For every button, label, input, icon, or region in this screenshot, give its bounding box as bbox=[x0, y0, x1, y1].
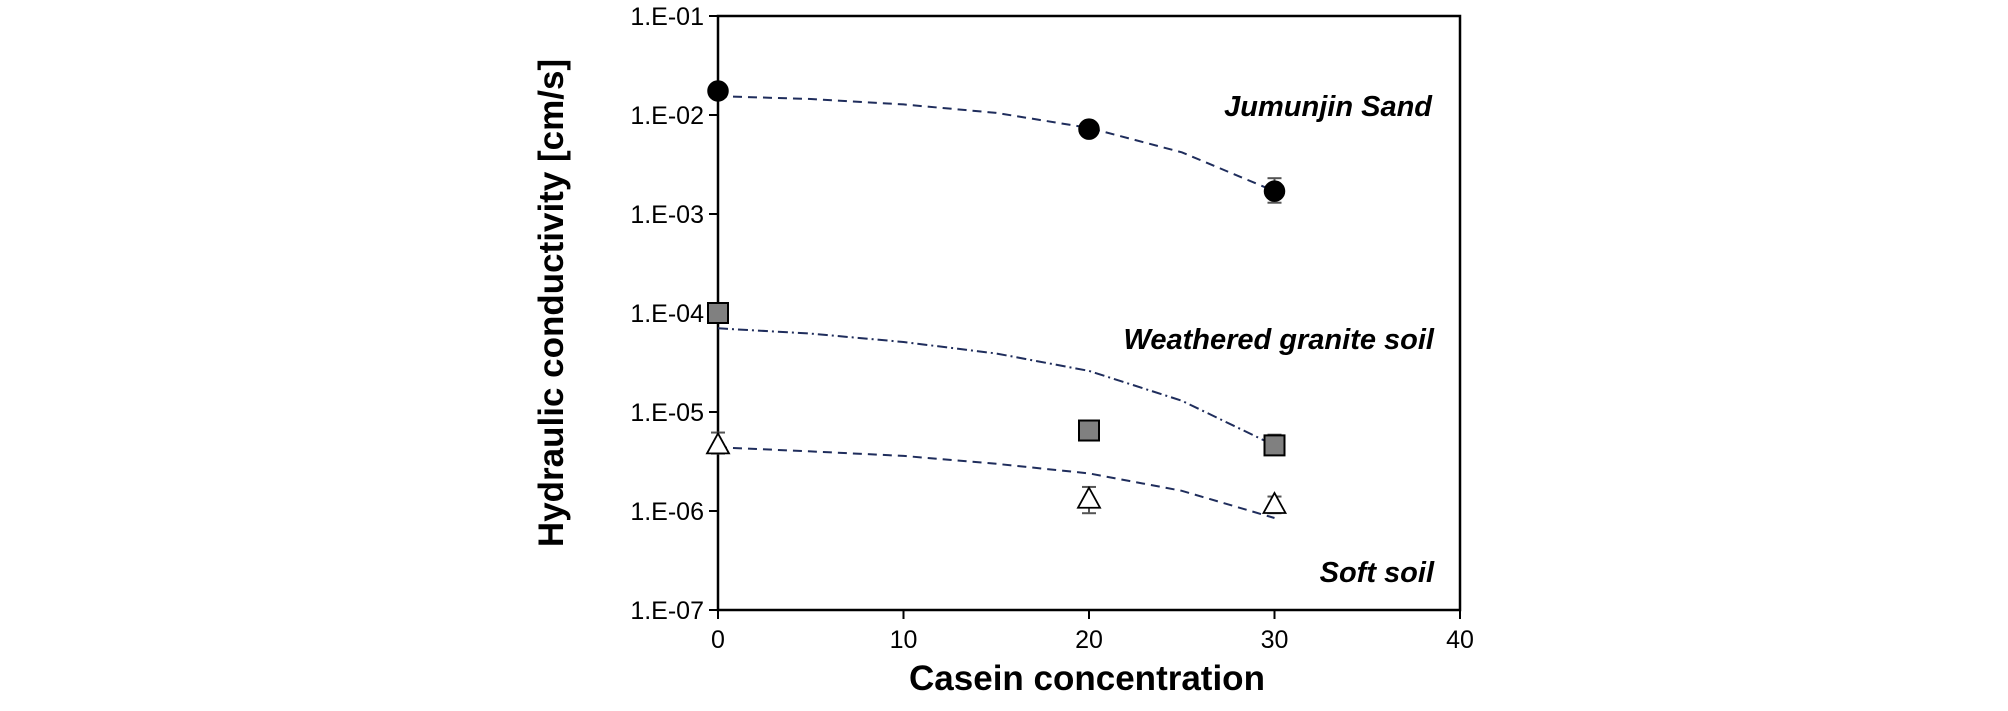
series-label: Weathered granite soil bbox=[1124, 324, 1435, 356]
x-tick-label: 30 bbox=[1261, 626, 1289, 654]
y-tick-label: 1.E-05 bbox=[630, 399, 704, 427]
data-point bbox=[707, 302, 729, 324]
y-tick-label: 1.E-01 bbox=[630, 3, 704, 31]
data-point bbox=[1263, 180, 1286, 202]
data-point bbox=[1078, 118, 1100, 140]
x-tick-label: 0 bbox=[711, 626, 725, 654]
y-tick-label: 1.E-03 bbox=[630, 201, 704, 229]
trend-line bbox=[717, 95, 1275, 193]
data-point bbox=[1261, 491, 1288, 514]
data-point bbox=[705, 431, 731, 455]
marks-layer: 0 10 20 30 40 1.E-01 1.E-02 1.E-03 1.E-04 1.E-05 1… bbox=[630, 3, 1474, 654]
data-point bbox=[707, 80, 729, 102]
data-point bbox=[1078, 419, 1100, 442]
series-label: Soft soil bbox=[1320, 557, 1435, 589]
x-tick-label: 20 bbox=[1075, 626, 1103, 654]
y-tick-label: 1.E-07 bbox=[630, 597, 704, 625]
y-tick-label: 1.E-04 bbox=[630, 300, 704, 328]
y-tick-label: 1.E-02 bbox=[630, 102, 704, 130]
x-axis-title: Casein concentration bbox=[909, 659, 1265, 698]
trend-line bbox=[717, 446, 1275, 519]
data-point bbox=[1263, 434, 1286, 457]
series-label: Jumunjin Sand bbox=[1224, 91, 1433, 123]
y-axis-title: Hydraulic conductivity [cm/s] bbox=[532, 59, 571, 547]
x-tick-label: 40 bbox=[1446, 626, 1474, 654]
x-tick-label: 10 bbox=[890, 626, 918, 654]
y-tick-label: 1.E-06 bbox=[630, 498, 704, 526]
data-point bbox=[1076, 485, 1102, 509]
